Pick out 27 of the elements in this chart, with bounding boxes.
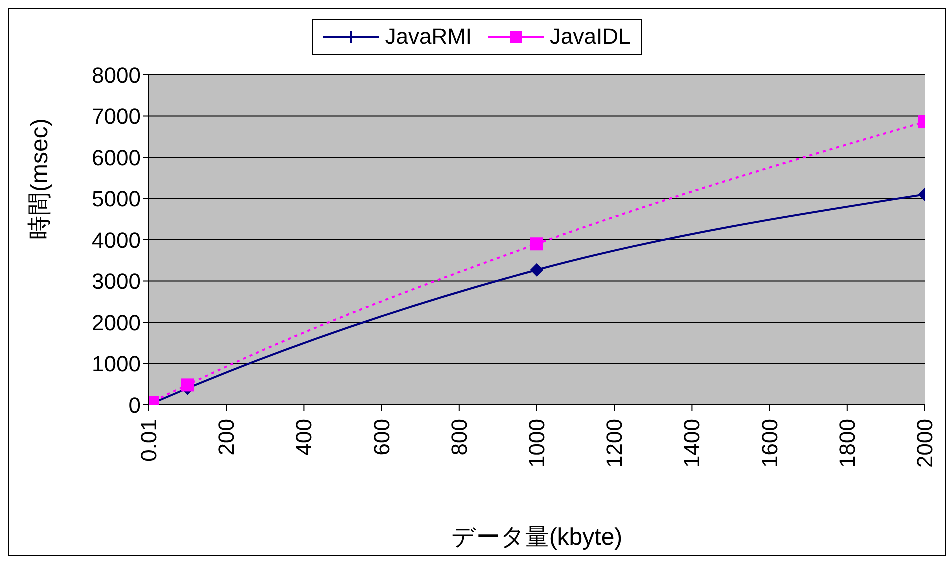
x-tick-label: 600 (369, 419, 394, 456)
x-tick-label: 1400 (680, 419, 705, 468)
y-axis-title: 時間(msec) (26, 118, 54, 240)
legend-label: JavaRMI (385, 24, 472, 50)
x-tick-label: 200 (214, 419, 240, 456)
y-tick-label: 2000 (92, 310, 141, 336)
point (530, 264, 544, 277)
y-tick-label: 8000 (92, 62, 141, 88)
x-tick-label: 800 (446, 419, 472, 456)
y-tick-label: 4000 (92, 228, 141, 253)
x-tick-label: 0.01 (136, 419, 162, 462)
x-tick-label: 1800 (834, 419, 860, 468)
y-tick-label: 0 (128, 392, 141, 418)
point (530, 238, 544, 251)
x-tick-label: 2000 (912, 419, 938, 468)
y-tick-label: 7000 (92, 104, 141, 130)
x-tick-label: 1600 (757, 419, 782, 468)
y-tick-label: 6000 (92, 145, 141, 170)
point (181, 378, 194, 392)
x-axis-title: データ量(kbyte) (451, 524, 623, 551)
x-tick-label: 1200 (602, 419, 628, 468)
x-tick-label: 400 (292, 419, 317, 456)
y-tick-label: 5000 (92, 186, 141, 212)
y-tick-label: 1000 (92, 352, 141, 377)
legend-label: JavaIDL (550, 24, 631, 50)
y-tick-label: 3000 (92, 269, 141, 294)
x-tick-label: 1000 (524, 419, 550, 468)
